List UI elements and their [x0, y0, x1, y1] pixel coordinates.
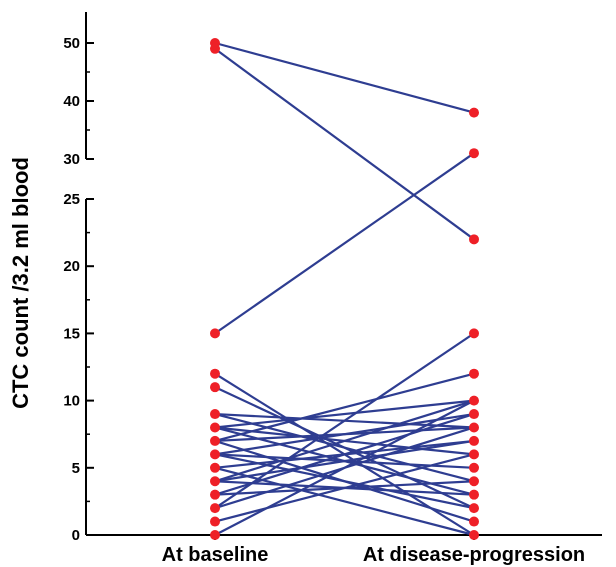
data-point — [469, 476, 479, 487]
series-line — [214, 332, 475, 510]
series-points — [210, 38, 479, 540]
data-point — [469, 107, 479, 118]
y-tick-label: 40 — [63, 93, 80, 110]
data-point — [210, 382, 220, 393]
series-line — [214, 399, 475, 536]
data-point — [210, 449, 220, 460]
data-point — [469, 530, 479, 540]
y-tick-label: 30 — [63, 151, 80, 168]
data-point — [210, 476, 220, 487]
y-tick-label: 5 — [72, 460, 80, 477]
y-tick-label: 50 — [63, 35, 80, 52]
series-line — [214, 412, 475, 496]
series-line — [214, 453, 475, 523]
data-point — [469, 409, 479, 420]
y-tick-label: 10 — [63, 393, 80, 410]
series-line — [214, 412, 475, 483]
data-point — [469, 516, 479, 527]
data-point — [210, 409, 220, 420]
data-point — [469, 148, 479, 159]
data-point — [469, 449, 479, 460]
data-point — [210, 435, 220, 446]
data-point — [469, 503, 479, 514]
axes: 0 5 10 15 20 25 30 40 50 — [63, 12, 602, 544]
data-point — [469, 422, 479, 433]
data-point — [469, 234, 479, 245]
data-point — [469, 489, 479, 500]
data-point — [210, 489, 220, 500]
series-line — [214, 439, 475, 483]
series-line — [214, 47, 475, 241]
data-point — [210, 462, 220, 473]
series-line — [214, 372, 475, 442]
data-point — [210, 530, 220, 540]
x-category-label: At disease-progression — [363, 544, 585, 566]
series-line — [214, 399, 475, 429]
x-category-label: At baseline — [162, 544, 269, 566]
data-point — [210, 503, 220, 514]
y-tick-label: 0 — [72, 527, 80, 544]
series-line — [214, 41, 475, 114]
data-point — [210, 422, 220, 433]
y-tick-label: 20 — [63, 258, 80, 275]
data-point — [469, 435, 479, 446]
category-labels: At baseline At disease-progression — [162, 544, 586, 566]
series-line — [214, 399, 475, 483]
y-tick-label: 25 — [63, 191, 80, 208]
series-line — [214, 152, 475, 335]
y-tick-label: 15 — [63, 325, 80, 342]
data-point — [469, 328, 479, 339]
data-point — [210, 328, 220, 339]
data-point — [210, 43, 220, 54]
series-lines — [214, 41, 475, 537]
data-point — [469, 368, 479, 379]
series-line — [214, 466, 475, 537]
data-point — [469, 462, 479, 473]
data-point — [469, 395, 479, 406]
data-point — [210, 368, 220, 379]
data-point — [210, 516, 220, 527]
series-line — [214, 412, 475, 456]
y-axis-title: CTC count /3.2 ml blood — [8, 157, 33, 409]
